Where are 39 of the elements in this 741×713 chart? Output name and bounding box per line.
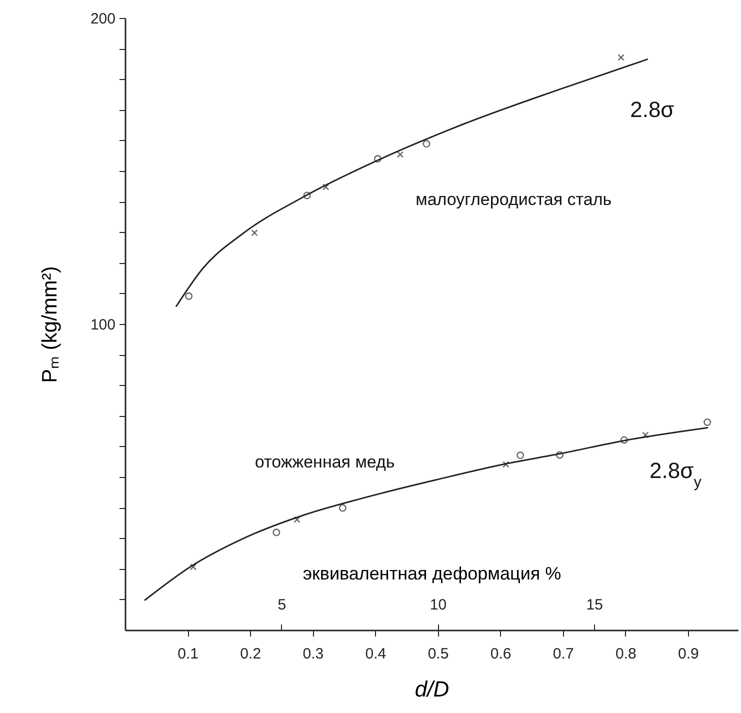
point [251, 229, 258, 236]
x-tick-label: 0.4 [365, 646, 386, 662]
y-tick-label: 100 [90, 316, 116, 334]
x-tick-label: 0.6 [490, 646, 512, 662]
x-tick-label: 0.5 [428, 646, 449, 662]
point [642, 432, 649, 438]
point [294, 516, 300, 523]
point [190, 564, 197, 570]
point [502, 461, 510, 468]
point [322, 184, 330, 190]
x-tick-label: 0.3 [302, 646, 324, 662]
x-tick-label: 0.9 [678, 646, 699, 662]
annotation: 2.8σ [630, 96, 675, 122]
point [374, 155, 382, 163]
point [303, 192, 311, 200]
point [396, 151, 404, 158]
x-tick-label: 0.1 [178, 646, 198, 662]
point [556, 451, 564, 459]
x2-tick-label: 10 [430, 596, 447, 614]
annotation: 2.8σ$_{y}$ [650, 458, 702, 490]
point [272, 528, 280, 536]
x-tick-label: 0.8 [615, 646, 636, 662]
annotation: отожженная медь [254, 452, 395, 472]
x2-tick-label: 15 [586, 596, 603, 614]
x-axis-title: d/D [414, 676, 450, 702]
x2-axis-title: эквивалентная деформация % [302, 564, 562, 584]
x-tick-label: 0.7 [552, 646, 574, 662]
annotation: малоуглеродистая сталь [416, 190, 612, 209]
point [185, 292, 193, 300]
point [338, 504, 346, 512]
point [620, 436, 628, 444]
point [618, 54, 624, 61]
y-axis-title: Pₘ (kg/mm²) [38, 266, 62, 383]
y-tick-label: 200 [90, 10, 116, 28]
point [704, 418, 712, 426]
x-tick-label: 0.2 [240, 646, 262, 662]
point [516, 452, 524, 460]
point [422, 140, 430, 148]
x2-tick-label: 5 [278, 596, 286, 614]
